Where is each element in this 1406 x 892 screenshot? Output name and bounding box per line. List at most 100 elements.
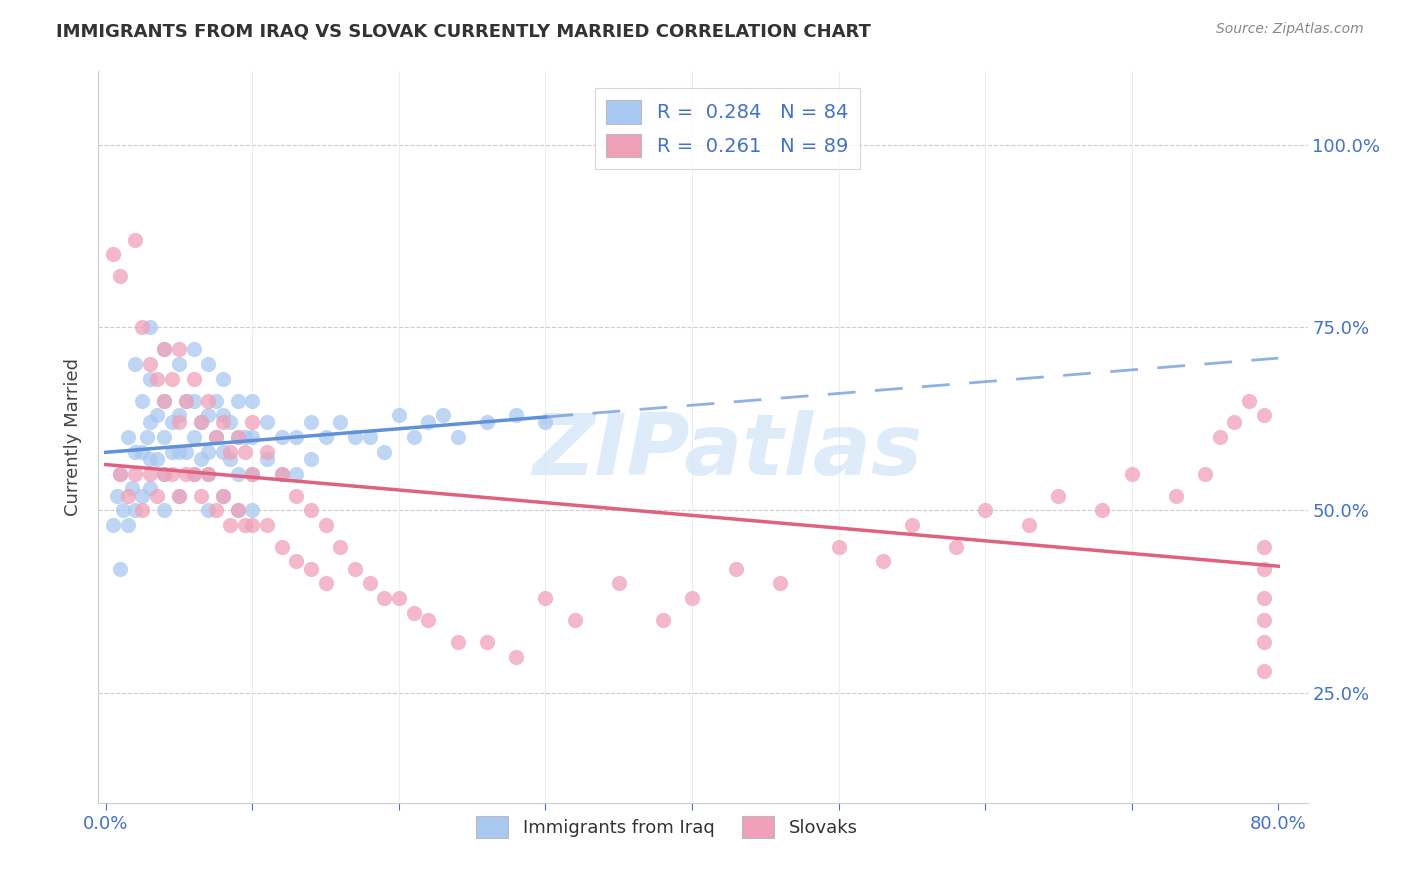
Point: [256, 444, 278, 458]
Point: [1208, 430, 1230, 444]
Point: [167, 357, 190, 371]
Point: [176, 393, 198, 408]
Point: [226, 467, 249, 481]
Point: [418, 613, 440, 627]
Point: [212, 444, 235, 458]
Point: [226, 430, 249, 444]
Point: [446, 635, 468, 649]
Point: [240, 517, 263, 532]
Point: [204, 430, 226, 444]
Point: [117, 430, 139, 444]
Point: [190, 452, 212, 467]
Point: [160, 444, 183, 458]
Point: [373, 444, 395, 458]
Point: [219, 416, 242, 430]
Point: [607, 576, 630, 591]
Point: [190, 416, 212, 430]
Point: [219, 517, 242, 532]
Point: [101, 247, 124, 261]
Point: [131, 393, 153, 408]
Point: [233, 517, 256, 532]
Point: [315, 430, 337, 444]
Point: [564, 613, 586, 627]
Point: [240, 430, 263, 444]
Point: [343, 430, 366, 444]
Point: [197, 467, 219, 481]
Point: [183, 393, 205, 408]
Point: [212, 408, 235, 422]
Point: [131, 503, 153, 517]
Point: [270, 467, 292, 481]
Point: [167, 343, 190, 357]
Point: [505, 649, 527, 664]
Point: [233, 430, 256, 444]
Point: [131, 444, 153, 458]
Point: [1018, 517, 1040, 532]
Point: [256, 416, 278, 430]
Point: [226, 430, 249, 444]
Point: [299, 562, 322, 576]
Point: [534, 591, 557, 605]
Point: [204, 430, 226, 444]
Point: [1194, 467, 1216, 481]
Point: [315, 576, 337, 591]
Point: [226, 503, 249, 517]
Point: [402, 430, 425, 444]
Point: [270, 467, 292, 481]
Y-axis label: Currently Married: Currently Married: [63, 358, 82, 516]
Point: [945, 540, 967, 554]
Point: [197, 408, 219, 422]
Point: [724, 562, 747, 576]
Point: [190, 489, 212, 503]
Point: [167, 489, 190, 503]
Point: [197, 357, 219, 371]
Point: [138, 416, 160, 430]
Point: [240, 503, 263, 517]
Point: [197, 467, 219, 481]
Point: [285, 554, 308, 568]
Point: [146, 371, 169, 385]
Point: [219, 452, 242, 467]
Point: [135, 430, 157, 444]
Point: [124, 467, 146, 481]
Point: [146, 452, 169, 467]
Point: [1253, 635, 1275, 649]
Point: [153, 343, 176, 357]
Point: [872, 554, 894, 568]
Point: [167, 489, 190, 503]
Point: [329, 540, 352, 554]
Point: [240, 467, 263, 481]
Text: Source: ZipAtlas.com: Source: ZipAtlas.com: [1216, 22, 1364, 37]
Point: [101, 517, 124, 532]
Point: [124, 233, 146, 247]
Point: [204, 503, 226, 517]
Point: [226, 393, 249, 408]
Point: [138, 320, 160, 334]
Point: [315, 517, 337, 532]
Point: [1091, 503, 1114, 517]
Point: [475, 416, 498, 430]
Point: [240, 467, 263, 481]
Point: [285, 430, 308, 444]
Point: [534, 416, 557, 430]
Point: [197, 503, 219, 517]
Point: [153, 467, 176, 481]
Point: [176, 467, 198, 481]
Point: [190, 416, 212, 430]
Point: [153, 393, 176, 408]
Point: [1253, 613, 1275, 627]
Point: [270, 540, 292, 554]
Point: [124, 444, 146, 458]
Point: [329, 416, 352, 430]
Point: [212, 489, 235, 503]
Point: [373, 591, 395, 605]
Point: [146, 408, 169, 422]
Point: [651, 613, 673, 627]
Point: [769, 576, 792, 591]
Point: [1121, 467, 1143, 481]
Point: [153, 467, 176, 481]
Text: ZIPatlas: ZIPatlas: [531, 410, 922, 493]
Point: [160, 416, 183, 430]
Point: [1253, 408, 1275, 422]
Point: [183, 467, 205, 481]
